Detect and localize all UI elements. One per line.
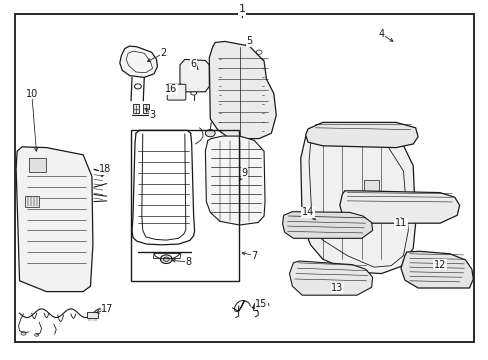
Text: 11: 11 xyxy=(394,218,407,228)
Polygon shape xyxy=(25,196,39,207)
Text: 16: 16 xyxy=(164,84,177,94)
Polygon shape xyxy=(120,46,157,77)
Polygon shape xyxy=(289,261,372,295)
Text: 13: 13 xyxy=(330,283,343,293)
Text: 7: 7 xyxy=(251,251,257,261)
Polygon shape xyxy=(180,59,209,92)
Circle shape xyxy=(160,255,172,264)
Circle shape xyxy=(174,91,178,94)
Polygon shape xyxy=(205,136,264,225)
Circle shape xyxy=(163,257,169,261)
Text: 1: 1 xyxy=(238,4,245,14)
Circle shape xyxy=(205,130,215,137)
Polygon shape xyxy=(339,191,459,223)
Circle shape xyxy=(33,162,43,169)
Polygon shape xyxy=(29,158,46,172)
Polygon shape xyxy=(133,104,139,113)
Polygon shape xyxy=(364,180,378,191)
Text: 4: 4 xyxy=(378,29,384,39)
Text: 8: 8 xyxy=(185,257,191,267)
Text: 17: 17 xyxy=(101,304,114,314)
FancyBboxPatch shape xyxy=(167,84,185,100)
Text: 9: 9 xyxy=(241,168,247,178)
Text: 18: 18 xyxy=(99,164,111,174)
Polygon shape xyxy=(400,251,472,288)
Text: 1: 1 xyxy=(239,5,244,15)
Bar xyxy=(87,312,98,318)
Polygon shape xyxy=(282,212,372,238)
Text: 14: 14 xyxy=(301,207,314,217)
Text: 10: 10 xyxy=(25,89,38,99)
Polygon shape xyxy=(209,41,276,139)
Polygon shape xyxy=(305,122,417,148)
Text: 1: 1 xyxy=(238,6,245,16)
Polygon shape xyxy=(142,104,148,113)
Text: 12: 12 xyxy=(433,260,446,270)
Text: 2: 2 xyxy=(161,48,166,58)
Text: 15: 15 xyxy=(255,299,267,309)
Polygon shape xyxy=(16,147,93,292)
Text: 6: 6 xyxy=(190,59,196,69)
Text: 5: 5 xyxy=(246,36,252,46)
Polygon shape xyxy=(300,128,415,274)
Bar xyxy=(131,130,238,281)
Text: 3: 3 xyxy=(149,110,155,120)
